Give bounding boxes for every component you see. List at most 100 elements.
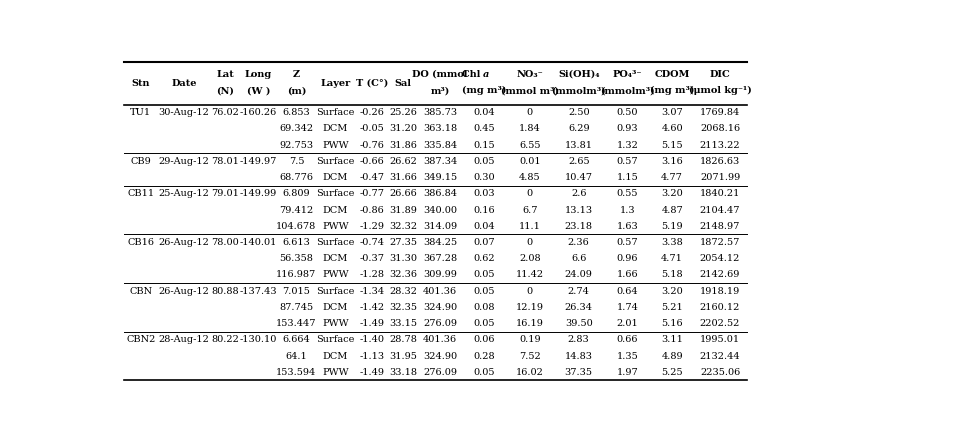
- Text: 6.6: 6.6: [571, 254, 587, 263]
- Text: m³): m³): [430, 86, 450, 95]
- Text: Surface: Surface: [317, 238, 354, 247]
- Text: 2.74: 2.74: [567, 287, 590, 296]
- Text: 0.16: 0.16: [473, 206, 495, 215]
- Text: 2.08: 2.08: [519, 254, 540, 263]
- Text: (mmolm³): (mmolm³): [551, 86, 606, 95]
- Text: Surface: Surface: [317, 189, 354, 198]
- Text: 0.06: 0.06: [474, 335, 495, 344]
- Text: -149.99: -149.99: [239, 189, 277, 198]
- Text: 26.66: 26.66: [390, 189, 417, 198]
- Text: 349.15: 349.15: [423, 173, 457, 182]
- Text: 6.29: 6.29: [567, 124, 590, 133]
- Text: 363.18: 363.18: [423, 124, 457, 133]
- Text: 28.78: 28.78: [390, 335, 417, 344]
- Text: 0.19: 0.19: [519, 335, 540, 344]
- Text: 2235.06: 2235.06: [700, 368, 740, 377]
- Text: 2054.12: 2054.12: [700, 254, 740, 263]
- Text: 33.18: 33.18: [389, 368, 417, 377]
- Text: CDOM: CDOM: [654, 70, 690, 79]
- Text: -0.37: -0.37: [359, 254, 384, 263]
- Text: 0.05: 0.05: [474, 368, 495, 377]
- Text: 7.5: 7.5: [289, 157, 304, 166]
- Text: 1769.84: 1769.84: [700, 108, 740, 117]
- Text: 0.28: 0.28: [473, 352, 495, 360]
- Text: 31.66: 31.66: [390, 173, 417, 182]
- Text: 79.412: 79.412: [279, 206, 314, 215]
- Text: 309.99: 309.99: [423, 270, 456, 280]
- Text: -0.26: -0.26: [360, 108, 384, 117]
- Text: 68.776: 68.776: [280, 173, 314, 182]
- Text: -1.13: -1.13: [359, 352, 384, 360]
- Text: 2.83: 2.83: [567, 335, 590, 344]
- Text: 2113.22: 2113.22: [700, 141, 740, 150]
- Text: 26.34: 26.34: [565, 303, 593, 312]
- Text: 78.01: 78.01: [211, 157, 239, 166]
- Text: CB16: CB16: [127, 238, 154, 247]
- Text: 7.52: 7.52: [519, 352, 540, 360]
- Text: 11.1: 11.1: [519, 222, 540, 231]
- Text: 276.09: 276.09: [423, 319, 457, 328]
- Text: 76.02: 76.02: [211, 108, 239, 117]
- Text: 24.09: 24.09: [565, 270, 593, 280]
- Text: 1.15: 1.15: [617, 173, 638, 182]
- Text: 0: 0: [527, 238, 533, 247]
- Text: 4.87: 4.87: [661, 206, 683, 215]
- Text: 23.18: 23.18: [565, 222, 593, 231]
- Text: Surface: Surface: [317, 157, 354, 166]
- Text: Surface: Surface: [317, 335, 354, 344]
- Text: 5.16: 5.16: [661, 319, 683, 328]
- Text: PWW: PWW: [322, 319, 348, 328]
- Text: -160.26: -160.26: [239, 108, 277, 117]
- Text: -0.74: -0.74: [359, 238, 384, 247]
- Text: 1826.63: 1826.63: [700, 157, 740, 166]
- Text: 0: 0: [527, 108, 533, 117]
- Text: 2068.16: 2068.16: [700, 124, 740, 133]
- Text: -1.49: -1.49: [359, 368, 384, 377]
- Text: PWW: PWW: [322, 270, 348, 280]
- Text: 153.447: 153.447: [276, 319, 317, 328]
- Text: -1.28: -1.28: [359, 270, 384, 280]
- Text: 314.09: 314.09: [423, 222, 457, 231]
- Text: Z: Z: [292, 70, 300, 79]
- Text: Surface: Surface: [317, 108, 354, 117]
- Text: 87.745: 87.745: [279, 303, 314, 312]
- Text: 29-Aug-12: 29-Aug-12: [158, 157, 209, 166]
- Text: -0.77: -0.77: [359, 189, 384, 198]
- Text: 0.15: 0.15: [473, 141, 495, 150]
- Text: 104.678: 104.678: [276, 222, 317, 231]
- Text: 1.74: 1.74: [617, 303, 638, 312]
- Text: Surface: Surface: [317, 287, 354, 296]
- Text: 3.16: 3.16: [661, 157, 683, 166]
- Text: 0.96: 0.96: [617, 254, 638, 263]
- Text: 5.15: 5.15: [661, 141, 683, 150]
- Text: 0: 0: [527, 189, 533, 198]
- Text: DIC: DIC: [709, 70, 731, 79]
- Text: 6.853: 6.853: [283, 108, 311, 117]
- Text: 31.30: 31.30: [389, 254, 417, 263]
- Text: (mg m³): (mg m³): [650, 86, 695, 95]
- Text: 32.36: 32.36: [389, 270, 417, 280]
- Text: 4.85: 4.85: [519, 173, 540, 182]
- Text: DCM: DCM: [322, 254, 348, 263]
- Text: (m): (m): [287, 86, 306, 95]
- Text: 0.30: 0.30: [473, 173, 495, 182]
- Text: -1.40: -1.40: [359, 335, 384, 344]
- Text: DCM: DCM: [322, 206, 348, 215]
- Text: 2.65: 2.65: [567, 157, 590, 166]
- Text: 0.03: 0.03: [473, 189, 495, 198]
- Text: (N): (N): [216, 86, 234, 95]
- Text: 28-Aug-12: 28-Aug-12: [158, 335, 209, 344]
- Text: 153.594: 153.594: [276, 368, 317, 377]
- Text: 3.20: 3.20: [661, 287, 683, 296]
- Text: 324.90: 324.90: [423, 352, 457, 360]
- Text: 3.38: 3.38: [661, 238, 683, 247]
- Text: T (C°): T (C°): [356, 79, 388, 88]
- Text: Chl: Chl: [461, 70, 483, 79]
- Text: 37.35: 37.35: [565, 368, 593, 377]
- Text: Stn: Stn: [131, 79, 151, 88]
- Text: Date: Date: [171, 79, 197, 88]
- Text: (mmolm³): (mmolm³): [600, 86, 654, 95]
- Text: 2071.99: 2071.99: [700, 173, 740, 182]
- Text: 0.57: 0.57: [617, 157, 638, 166]
- Text: 12.19: 12.19: [515, 303, 543, 312]
